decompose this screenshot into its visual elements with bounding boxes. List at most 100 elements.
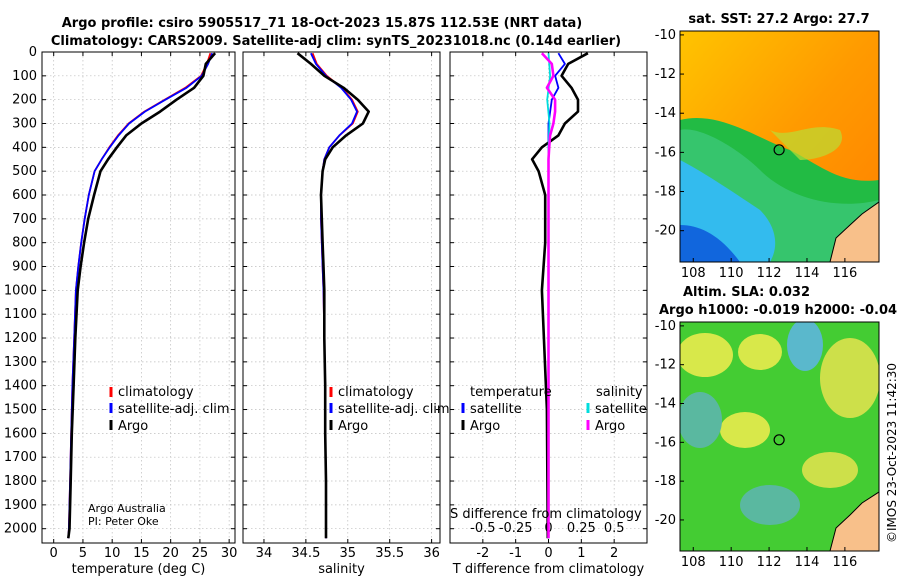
map-y-tick-label: -18 (655, 474, 676, 489)
x-tick-label: 36 (423, 546, 440, 561)
sla-high-patch (802, 452, 858, 488)
x-tick-label: 2 (610, 546, 618, 561)
salinity-panel: 34 34.5 35 35.5 36 salinity (242, 51, 441, 577)
temperature-x-axis-label: temperature (deg C) (72, 562, 206, 577)
legend-climatology-label: climatology (118, 385, 194, 400)
y-tick-label: 500 (12, 164, 37, 179)
legend-temp-argo-label: Argo (470, 419, 500, 434)
map-y-tick-label: -10 (655, 28, 676, 43)
sla-map-subtitle: Argo h1000: -0.019 h2000: -0.04 (659, 303, 897, 318)
y-tick-label: 1100 (4, 307, 37, 322)
x-tick-label: 35 (340, 546, 357, 561)
map-y-tick-label: -12 (655, 358, 676, 373)
y-tick-label: 1200 (4, 331, 37, 346)
map-x-tick-label: 108 (681, 266, 706, 281)
x-tick-label: 25 (192, 546, 209, 561)
sst-yellow-patch (770, 127, 842, 160)
map-y-tick-label: -14 (655, 397, 676, 412)
legend-climatology-label: climatology (338, 385, 414, 400)
x2-tick-label: -0.25 (499, 521, 533, 536)
sla-low-patch (680, 392, 722, 448)
y-tick-label: 1300 (4, 355, 37, 370)
map-x-tick-label: 112 (757, 266, 782, 281)
sla-map-ticks: 108 110 112 114 116 -10 -12 -14 -16 -18 -20 (655, 319, 858, 570)
sst-float-marker (773, 144, 785, 156)
difference-x-axis-label: T difference from climatology (452, 562, 645, 577)
temperature-legend: climatology satellite-adj. clim Argo (109, 385, 230, 434)
map-y-tick-label: -20 (655, 224, 676, 239)
imos-watermark: ©IMOS 23-Oct-2023 11:42:30 (885, 363, 899, 543)
series-temperature-argo (530, 52, 589, 539)
salinity-legend: climatology satellite-adj. clim Argo (329, 385, 450, 434)
y-tick-label: 600 (12, 188, 37, 203)
legend-temp-satellite-label: satellite (470, 402, 522, 417)
map-x-tick-label: 114 (795, 266, 820, 281)
x-tick-label: -2 (476, 546, 489, 561)
sst-map: sat. SST: 27.2 Argo: 27.7 108 110 112 114 11… (655, 12, 880, 281)
y-tick-label: 400 (12, 140, 37, 155)
series-climatology (311, 52, 359, 539)
map-x-tick-label: 110 (719, 266, 744, 281)
map-x-tick-label: 114 (795, 555, 820, 570)
y-tick-label: 2000 (4, 522, 37, 537)
sla-high-patch (820, 338, 879, 418)
x-tick-label: 34 (256, 546, 273, 561)
x2-tick-label: 0.25 (567, 521, 596, 536)
credit-line-2: PI: Peter Oke (88, 515, 159, 528)
x2-tick-label: 0.5 (604, 521, 625, 536)
sla-land (829, 491, 879, 551)
sla-low-patch (787, 322, 823, 371)
salinity-difference-axis-label: S difference from climatology (450, 507, 642, 522)
x-tick-label: 34.5 (291, 546, 320, 561)
map-y-tick-label: -10 (655, 319, 676, 334)
map-y-tick-label: -16 (655, 435, 676, 450)
sla-high-patch (680, 333, 733, 377)
y-tick-label: 300 (12, 117, 37, 132)
difference-axes-frame (449, 51, 648, 544)
y-tick-label: 1700 (4, 450, 37, 465)
map-x-tick-label: 110 (719, 555, 744, 570)
x-tick-label: 0 (50, 546, 58, 561)
sst-map-ticks: 108 110 112 114 116 -10 -12 -14 -16 -18 -20 (655, 28, 858, 281)
sla-map-title: Altim. SLA: 0.032 (683, 285, 810, 300)
y-tick-label: 1500 (4, 403, 37, 418)
y-tick-label: 1600 (4, 426, 37, 441)
sla-high-patch (720, 412, 770, 448)
salinity-axes-frame (242, 51, 441, 544)
legend-header-temperature: temperature (470, 385, 552, 400)
y-tick-label: 1400 (4, 379, 37, 394)
y-tick-label: 1800 (4, 474, 37, 489)
credit-line-1: Argo Australia (88, 502, 166, 515)
y-tick-label: 700 (12, 212, 37, 227)
legend-header-salinity: salinity (596, 385, 643, 400)
sla-float-marker (773, 434, 785, 446)
series-argo (296, 52, 371, 539)
map-y-tick-label: -12 (655, 67, 676, 82)
legend-sal-argo-label: Argo (595, 419, 625, 434)
x-tick-label: 0 (544, 546, 552, 561)
difference-panel: -2 -1 0 1 2-0.5 -0.25 0 0.25 0.5T difference fro… (449, 51, 648, 577)
map-y-tick-label: -20 (655, 513, 676, 528)
sst-map-title: sat. SST: 27.2 Argo: 27.7 (688, 12, 869, 27)
sla-high-patch (738, 334, 782, 370)
sst-land (829, 201, 879, 262)
x2-tick-label: -0.5 (470, 521, 495, 536)
map-y-tick-label: -14 (655, 106, 676, 121)
y-tick-label: 100 (12, 69, 37, 84)
x-tick-label: 30 (221, 546, 238, 561)
y-tick-label: 900 (12, 260, 37, 275)
legend-sal-satellite-label: satellite (595, 402, 647, 417)
temperature-axes-frame (41, 51, 236, 544)
legend-argo-label: Argo (338, 419, 368, 434)
x-tick-label: 5 (79, 546, 87, 561)
x-tick-label: 20 (162, 546, 179, 561)
difference-legend: temperature salinity satellite Argo sate… (461, 385, 647, 434)
sla-map: Altim. SLA: 0.032 Argo h1000: -0.019 h20… (655, 285, 897, 570)
legend-satellite-label: satellite-adj. clim (338, 402, 450, 417)
salinity-x-axis-label: salinity (318, 562, 365, 577)
y-tick-label: 800 (12, 236, 37, 251)
sla-map-frame (679, 321, 880, 552)
y-tick-label: 1000 (4, 283, 37, 298)
y-tick-label: 1900 (4, 498, 37, 513)
